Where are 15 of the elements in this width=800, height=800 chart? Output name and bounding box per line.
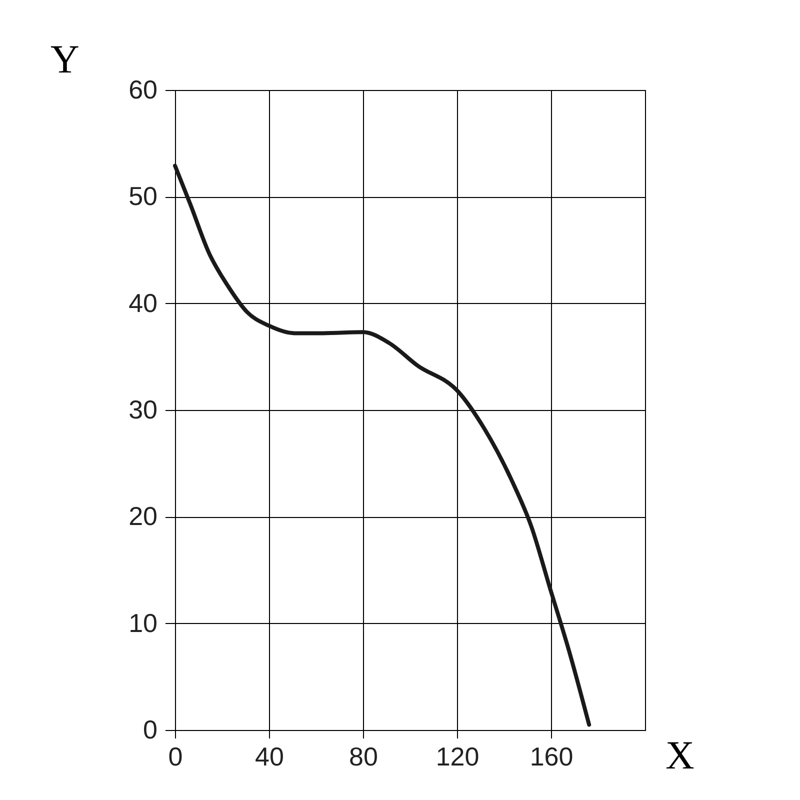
y-tick-label: 30 [128,394,158,424]
x-tick-label: 80 [349,742,378,772]
x-axis-title: X [666,732,694,778]
y-tick-label: 20 [128,501,158,532]
line-series [173,164,592,727]
y-tick-label: 40 [128,288,158,318]
y-tick-label: 0 [143,714,158,744]
y-tick-label: 50 [128,181,158,212]
y-tick-label: 10 [128,608,158,638]
x-tick-label: 0 [168,742,183,772]
x-tick-label: 160 [530,742,574,772]
y-axis-title: Y [50,36,80,82]
x-tick-label: 40 [255,742,284,772]
x-tick-label: 120 [436,742,480,772]
y-tick-label: 60 [128,74,158,104]
